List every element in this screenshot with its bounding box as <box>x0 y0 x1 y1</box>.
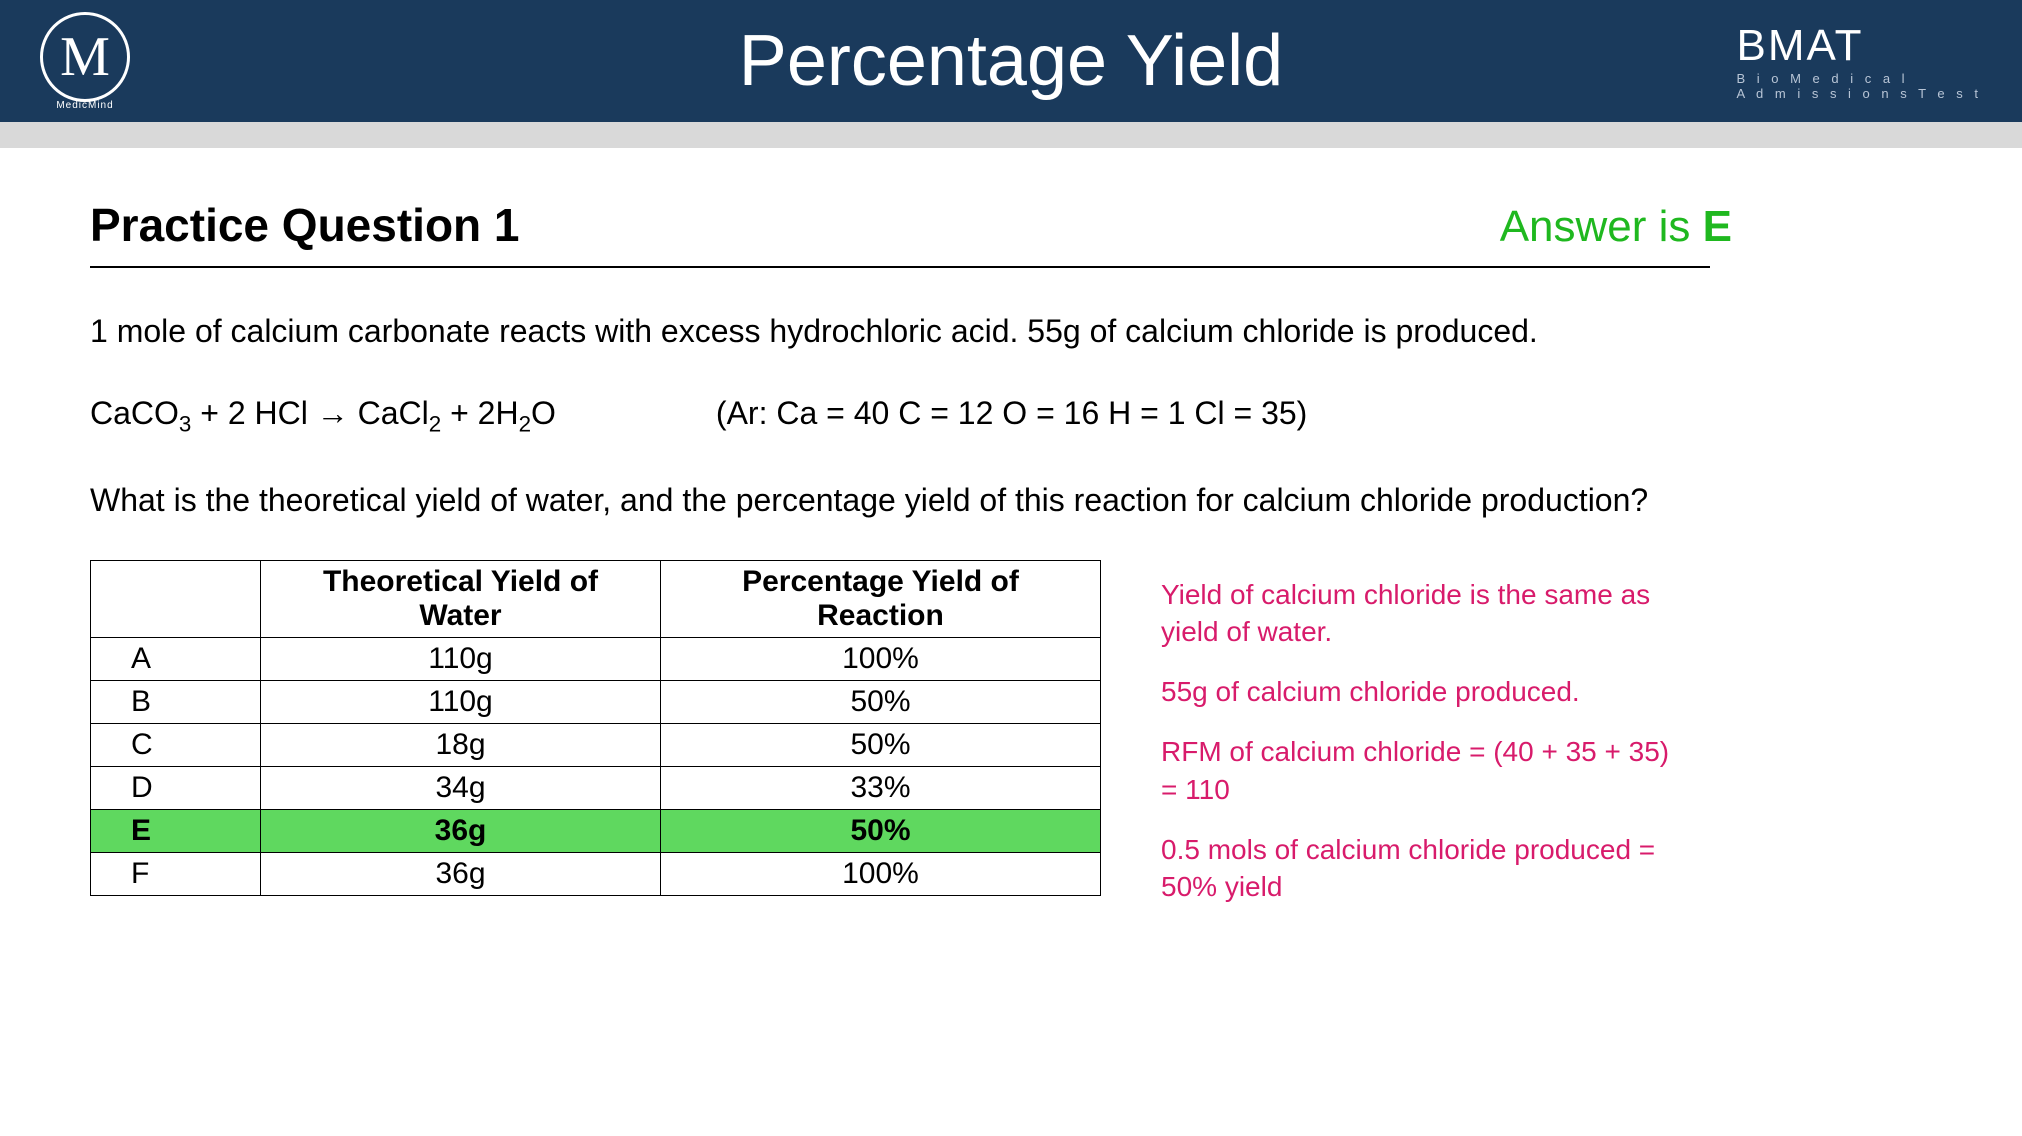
answer-table: Theoretical Yield of Water Percentage Yi… <box>90 560 1101 896</box>
brand-sub1: B i o M e d i c a l <box>1736 71 1982 86</box>
row-pct: 50% <box>661 680 1101 723</box>
note-3: RFM of calcium chloride = (40 + 35 + 35)… <box>1161 733 1681 809</box>
logo-circle: M <box>40 12 130 102</box>
row-label: A <box>91 637 261 680</box>
content: Practice Question 1 Answer is E 1 mole o… <box>0 148 2022 968</box>
note-1: Yield of calcium chloride is the same as… <box>1161 576 1681 652</box>
th-pct: Percentage Yield of Reaction <box>661 560 1101 637</box>
row-yield: 36g <box>261 809 661 852</box>
equation-row: CaCO3 + 2 HCl → CaCl2 + 2H2O (Ar: Ca = 4… <box>90 390 1790 441</box>
question-body: 1 mole of calcium carbonate reacts with … <box>90 308 1790 524</box>
table-row: A110g100% <box>91 637 1101 680</box>
note-4: 0.5 mols of calcium chloride produced = … <box>1161 831 1681 907</box>
gray-divider <box>0 122 2022 148</box>
th-blank <box>91 560 261 637</box>
brand-sub2: A d m i s s i o n s T e s t <box>1736 86 1982 101</box>
row-yield: 110g <box>261 680 661 723</box>
atomic-masses: (Ar: Ca = 40 C = 12 O = 16 H = 1 Cl = 35… <box>716 390 1307 436</box>
row-pct: 50% <box>661 723 1101 766</box>
note-2: 55g of calcium chloride produced. <box>1161 673 1681 711</box>
title-row: Practice Question 1 Answer is E <box>90 198 1932 252</box>
row-pct: 100% <box>661 852 1101 895</box>
answer-prefix: Answer is <box>1500 202 1703 251</box>
horizontal-rule <box>90 266 1710 268</box>
brand-main: BMAT <box>1736 21 1982 71</box>
row-label: C <box>91 723 261 766</box>
row-yield: 36g <box>261 852 661 895</box>
row-label: F <box>91 852 261 895</box>
row-pct: 100% <box>661 637 1101 680</box>
logo: M MedicMind <box>40 12 130 111</box>
row-label: B <box>91 680 261 723</box>
logo-letter: M <box>60 25 110 89</box>
row-pct: 33% <box>661 766 1101 809</box>
chemical-equation: CaCO3 + 2 HCl → CaCl2 + 2H2O <box>90 390 556 441</box>
page-title: Percentage Yield <box>739 20 1283 102</box>
row-yield: 34g <box>261 766 661 809</box>
answer-letter: E <box>1703 202 1732 251</box>
row-label: D <box>91 766 261 809</box>
row-label: E <box>91 809 261 852</box>
row-pct: 50% <box>661 809 1101 852</box>
question-line1: 1 mole of calcium carbonate reacts with … <box>90 308 1790 354</box>
brand: BMAT B i o M e d i c a l A d m i s s i o… <box>1736 21 1982 101</box>
question-title: Practice Question 1 <box>90 198 520 252</box>
table-row: E36g50% <box>91 809 1101 852</box>
th-yield: Theoretical Yield of Water <box>261 560 661 637</box>
question-line3: What is the theoretical yield of water, … <box>90 477 1790 523</box>
row-yield: 18g <box>261 723 661 766</box>
table-row: D34g33% <box>91 766 1101 809</box>
answer-text: Answer is E <box>1500 202 1732 252</box>
worked-notes: Yield of calcium chloride is the same as… <box>1161 560 1681 929</box>
row-yield: 110g <box>261 637 661 680</box>
table-row: C18g50% <box>91 723 1101 766</box>
lower-section: Theoretical Yield of Water Percentage Yi… <box>90 560 1932 929</box>
header-bar: M MedicMind Percentage Yield BMAT B i o … <box>0 0 2022 122</box>
table-row: F36g100% <box>91 852 1101 895</box>
table-row: B110g50% <box>91 680 1101 723</box>
